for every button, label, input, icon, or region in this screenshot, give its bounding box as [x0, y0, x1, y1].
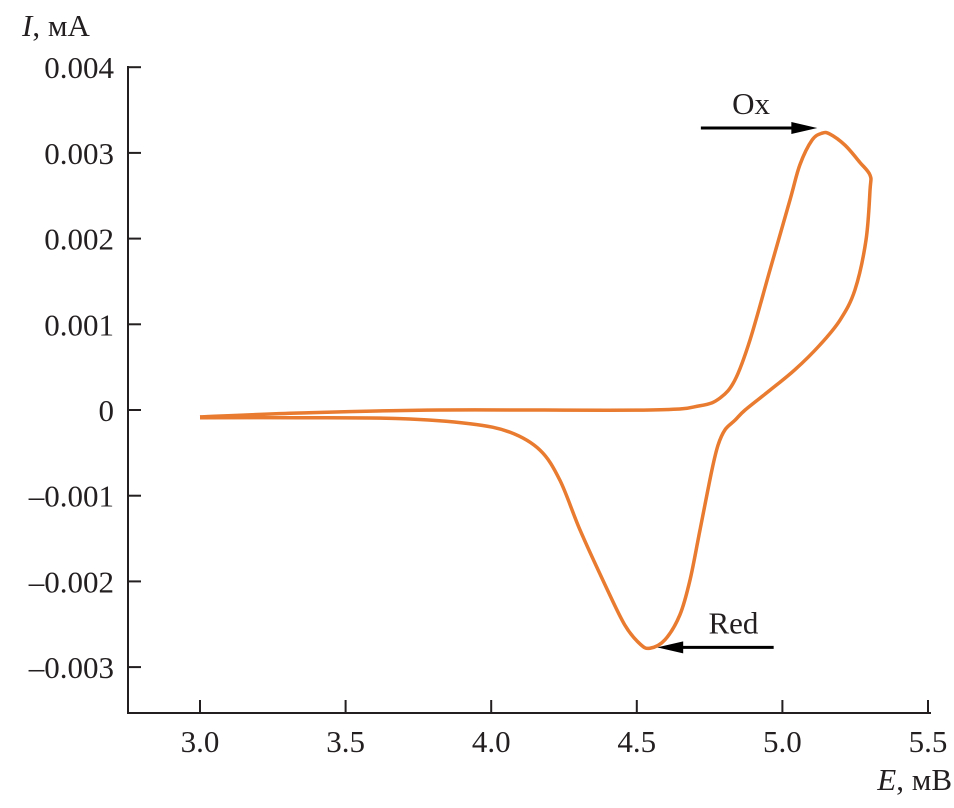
y-axis-label: I, мА: [21, 8, 90, 43]
y-tick-label: –0.001: [28, 479, 114, 514]
y-tick-label: –0.002: [28, 564, 114, 599]
y-axis-label-var: I: [21, 8, 34, 43]
y-tick-label: 0: [99, 393, 115, 428]
y-tick-label: –0.003: [28, 650, 114, 685]
x-tick-label: 3.0: [181, 724, 220, 759]
x-tick-label: 3.5: [326, 724, 365, 759]
cv-curve: [199, 130, 873, 651]
red-arrow-head-icon: [657, 641, 684, 654]
ox-arrow-head-icon: [791, 122, 818, 135]
y-tick-label: 0.001: [44, 307, 114, 342]
x-tick-label: 4.5: [617, 724, 656, 759]
y-tick-label: 0.002: [44, 222, 114, 257]
red-annotation-label: Red: [708, 605, 758, 640]
ox-annotation-label: Ox: [732, 86, 770, 121]
y-tick-label: 0.003: [44, 136, 114, 171]
x-axis-label-unit: , мВ: [896, 762, 952, 797]
x-axis-label: E, мВ: [876, 762, 952, 797]
x-axis-label-var: E: [876, 762, 896, 797]
x-tick-label: 5.0: [763, 724, 802, 759]
x-tick-label: 4.0: [472, 724, 511, 759]
axes: [127, 66, 931, 714]
x-tick-label: 5.5: [909, 724, 948, 759]
x-ticks: 3.0 3.5 4.0 4.5 5.0 5.5: [181, 700, 948, 759]
y-ticks: 0.004 0.003 0.002 0.001 0 –0.001 –0.002 –0.003: [28, 50, 141, 685]
annotations: Ox Red: [657, 86, 818, 654]
y-tick-label: 0.004: [44, 50, 114, 85]
y-axis-label-unit: , мА: [32, 8, 90, 43]
